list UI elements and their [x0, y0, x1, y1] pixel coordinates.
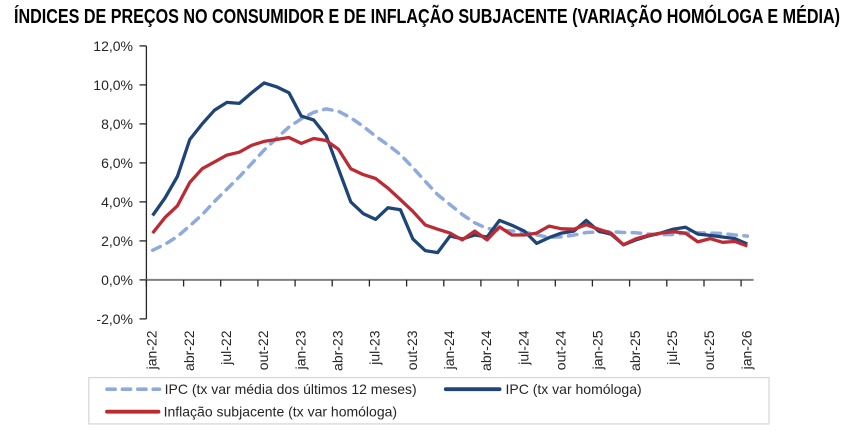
svg-text:-2,0%: -2,0% [96, 311, 133, 327]
svg-text:out-24: out-24 [553, 330, 569, 370]
svg-text:IPC (tx var homóloga): IPC (tx var homóloga) [506, 381, 642, 397]
svg-text:jan-24: jan-24 [441, 330, 457, 370]
svg-text:jan-26: jan-26 [738, 330, 754, 370]
svg-text:12,0%: 12,0% [93, 38, 133, 54]
svg-text:abr-22: abr-22 [181, 330, 197, 371]
svg-text:jul-25: jul-25 [664, 330, 680, 365]
svg-text:jul-22: jul-22 [218, 330, 234, 365]
svg-text:4,0%: 4,0% [101, 194, 133, 210]
svg-text:out-25: out-25 [701, 330, 717, 370]
svg-text:2,0%: 2,0% [101, 233, 133, 249]
svg-text:out-22: out-22 [255, 330, 271, 370]
svg-text:jan-23: jan-23 [292, 330, 308, 370]
svg-text:abr-23: abr-23 [329, 330, 345, 371]
svg-text:8,0%: 8,0% [101, 116, 133, 132]
svg-text:jul-24: jul-24 [515, 330, 531, 365]
svg-text:jan-22: jan-22 [144, 330, 160, 370]
svg-text:out-23: out-23 [404, 330, 420, 370]
svg-text:10,0%: 10,0% [93, 77, 133, 93]
svg-text:abr-25: abr-25 [627, 330, 643, 371]
svg-text:6,0%: 6,0% [101, 155, 133, 171]
svg-text:IPC (tx var média dos últimos: IPC (tx var média dos últimos 12 meses) [165, 381, 417, 397]
svg-text:Inflação subjacente (tx var ho: Inflação subjacente (tx var homóloga) [164, 404, 397, 420]
svg-text:ÍNDICES DE PREÇOS NO CONSUMIDO: ÍNDICES DE PREÇOS NO CONSUMIDOR E DE INF… [14, 4, 840, 28]
svg-text:0,0%: 0,0% [101, 272, 133, 288]
svg-text:abr-24: abr-24 [478, 330, 494, 371]
svg-text:jul-23: jul-23 [367, 330, 383, 365]
svg-text:jan-25: jan-25 [590, 330, 606, 370]
